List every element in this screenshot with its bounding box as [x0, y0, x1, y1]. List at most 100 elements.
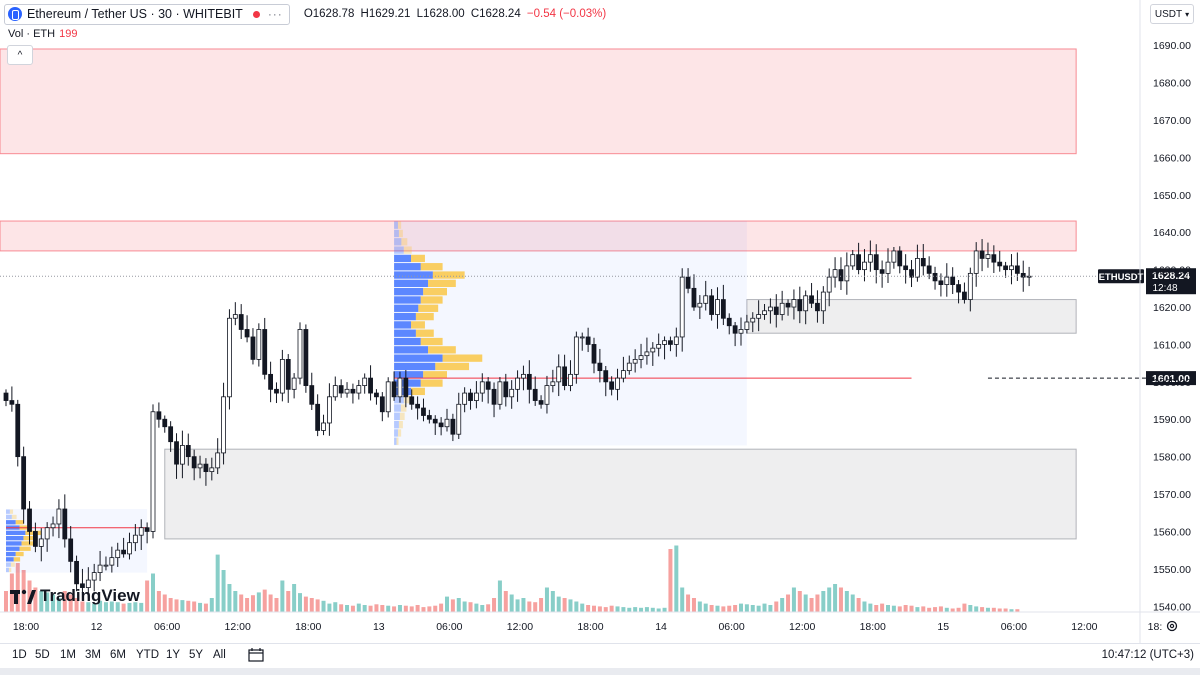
symbol-tag-bg: [1098, 269, 1144, 284]
candle-down: [144, 527, 150, 532]
candle-up: [109, 557, 115, 566]
candle-down: [379, 396, 385, 413]
volume-bar: [768, 605, 773, 612]
range-button-all[interactable]: All: [213, 649, 226, 661]
x-tick-label: 12: [91, 621, 103, 633]
bottom-toolbar: 1D 5D 1M 3M 6M YTD 1Y 5Y All 10:47:12 (UTC+3): [0, 643, 1200, 668]
profile-row-sell: [415, 312, 434, 321]
candle-down: [503, 381, 509, 398]
volume-bar: [997, 608, 1002, 612]
profile-row-sell: [420, 337, 443, 346]
candle-up: [232, 314, 238, 319]
candle-up: [479, 381, 485, 394]
range-button-ytd[interactable]: YTD: [136, 649, 159, 661]
profile-row-sell: [15, 520, 24, 525]
candle-up: [568, 373, 573, 386]
currency-button[interactable]: USDT ▾: [1150, 4, 1194, 24]
volume-bar: [286, 591, 291, 612]
volume-bar: [368, 605, 373, 612]
candle-down: [33, 531, 38, 547]
volume-bar: [580, 603, 585, 612]
volume-bar: [521, 598, 526, 612]
candle-up: [127, 542, 132, 555]
volume-bar: [386, 605, 391, 612]
more-options-icon[interactable]: ···: [267, 7, 283, 21]
collapse-legend-button[interactable]: ^: [7, 45, 33, 65]
volume-bar: [239, 594, 244, 612]
profile-row-buy: [6, 546, 20, 551]
tradingview-watermark: TradingView: [10, 586, 140, 606]
volume-bar: [127, 602, 132, 612]
volume-bar: [303, 596, 308, 612]
candle-up: [891, 250, 897, 263]
volume-bar: [539, 598, 544, 612]
volume-bar: [486, 604, 491, 612]
date-range-icon[interactable]: [248, 648, 264, 662]
candle-down: [421, 407, 426, 416]
range-button-1d[interactable]: 1D: [12, 649, 27, 661]
volume-bar: [168, 598, 173, 612]
volume-bar: [515, 599, 520, 612]
range-button-1m[interactable]: 1M: [60, 649, 76, 661]
candle-down: [432, 418, 438, 424]
last-price-label: 1628.24: [1152, 270, 1190, 282]
candle-up: [662, 340, 667, 345]
candle-up: [85, 579, 91, 588]
profile-row-sell: [397, 221, 402, 229]
volume-bar: [933, 607, 938, 612]
candle-down: [368, 377, 373, 394]
candle-down: [74, 560, 79, 585]
volume-bar: [780, 598, 785, 612]
volume-bar: [550, 591, 555, 612]
x-tick-label: 18:00: [13, 621, 39, 633]
y-tick-label: 1660.00: [1153, 152, 1191, 164]
y-tick-label: 1560.00: [1153, 526, 1191, 538]
candle-down: [1014, 265, 1020, 274]
clock[interactable]: 10:47:12 (UTC+3): [1101, 649, 1194, 661]
volume-bar: [527, 601, 532, 612]
candle-down: [491, 388, 497, 405]
candle-up: [279, 359, 285, 394]
volume-bar: [350, 605, 355, 612]
volume-bar: [791, 587, 796, 612]
candle-up: [626, 362, 632, 372]
volume-bar: [833, 584, 838, 612]
volume-bar: [62, 591, 67, 612]
low-label: L: [416, 8, 424, 20]
symbol-selector[interactable]: Ethereum / Tether US · 30 · WHITEBIT ···: [4, 3, 290, 25]
volume-bar: [333, 602, 338, 612]
x-tick-label: 06:00: [718, 621, 744, 633]
volume-bar: [656, 608, 661, 612]
candle-down: [950, 276, 956, 285]
candle-up: [744, 321, 750, 330]
y-tick-label: 1540.00: [1153, 601, 1191, 613]
candle-up: [103, 564, 109, 567]
range-button-5y[interactable]: 5Y: [189, 649, 204, 661]
range-button-6m[interactable]: 6M: [110, 649, 126, 661]
profile-row-buy: [6, 520, 16, 525]
candle-up: [385, 381, 391, 413]
volume-bar: [774, 601, 779, 612]
candle-up: [644, 351, 650, 357]
candle-down: [1003, 265, 1008, 271]
profile-row-buy: [394, 412, 400, 420]
candle-down: [438, 422, 444, 428]
profile-row-sell: [420, 296, 443, 304]
candle-up: [209, 467, 215, 473]
range-button-1y[interactable]: 1Y: [166, 649, 181, 661]
volume-bar: [427, 606, 432, 612]
candle-up: [844, 265, 850, 282]
range-button-5d[interactable]: 5D: [35, 649, 50, 661]
volume-bar: [492, 598, 497, 612]
profile-row-sell: [423, 371, 447, 379]
candle-up: [297, 329, 303, 379]
settings-gear-icon[interactable]: [1165, 619, 1179, 633]
y-tick-label: 1690.00: [1153, 40, 1191, 52]
candle-down: [15, 403, 21, 458]
candle-up: [656, 344, 662, 349]
range-button-3m[interactable]: 3M: [85, 649, 101, 661]
volume-bar: [909, 605, 914, 612]
tradingview-logo-icon: [10, 589, 36, 604]
volume-bar: [662, 607, 667, 612]
